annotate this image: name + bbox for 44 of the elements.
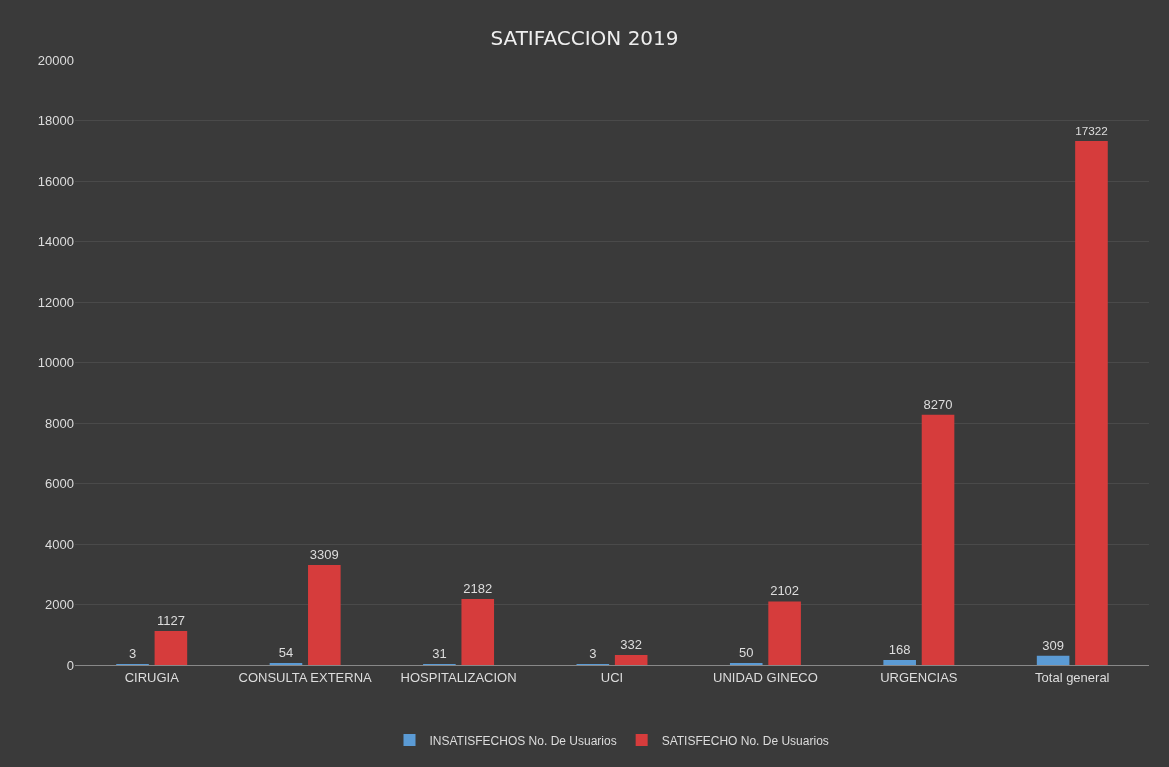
data-label: 3 xyxy=(589,646,597,661)
bar xyxy=(614,654,648,665)
x-tick-label: CIRUGIA xyxy=(124,669,180,685)
data-label: 8270 xyxy=(923,396,953,412)
y-tick-label: 20000 xyxy=(37,52,74,68)
bar xyxy=(1036,655,1070,665)
y-tick-label: 2000 xyxy=(45,597,74,613)
data-label: 31 xyxy=(432,646,447,661)
data-label: 54 xyxy=(278,645,294,660)
data-label: 3309 xyxy=(309,546,339,562)
y-tick-label: 6000 xyxy=(45,476,74,492)
x-tick-label: UCI xyxy=(600,669,624,685)
bar xyxy=(308,564,341,665)
y-tick-label: 4000 xyxy=(45,536,74,552)
data-label: 17322 xyxy=(1075,124,1108,138)
data-label: 309 xyxy=(1042,637,1064,653)
legend-label: INSATISFECHOS No. De Usuarios xyxy=(429,733,617,748)
bar xyxy=(1075,141,1108,665)
data-label: 1127 xyxy=(156,612,185,628)
bar xyxy=(883,659,916,665)
y-tick-label: 18000 xyxy=(37,113,74,129)
y-tick-label: 12000 xyxy=(37,294,74,310)
bar xyxy=(461,598,495,665)
legend-label: SATISFECHO No. De Usuarios xyxy=(661,733,829,748)
y-tick-label: 16000 xyxy=(37,173,74,189)
x-tick-label: Total general xyxy=(1035,669,1110,685)
bar xyxy=(768,601,801,665)
bar xyxy=(154,630,188,665)
x-tick-label: UNIDAD GINECO xyxy=(713,669,818,685)
x-tick-label: URGENCIAS xyxy=(880,669,958,685)
data-label: 50 xyxy=(739,645,754,660)
data-label: 332 xyxy=(620,636,643,652)
y-tick-label: 8000 xyxy=(45,415,74,431)
data-label: 2182 xyxy=(463,580,493,596)
y-tick-label: 10000 xyxy=(37,355,74,371)
data-label: 2102 xyxy=(770,583,800,599)
chart-title: SATIFACCION 2019 xyxy=(490,25,679,50)
y-tick-label: 14000 xyxy=(37,234,74,250)
bar xyxy=(921,414,955,665)
data-label: 168 xyxy=(888,641,911,657)
x-tick-label: HOSPITALIZACION xyxy=(400,669,517,685)
x-tick-label: CONSULTA EXTERNA xyxy=(238,669,373,685)
y-tick-label: 0 xyxy=(66,657,74,673)
data-label: 3 xyxy=(128,646,137,661)
